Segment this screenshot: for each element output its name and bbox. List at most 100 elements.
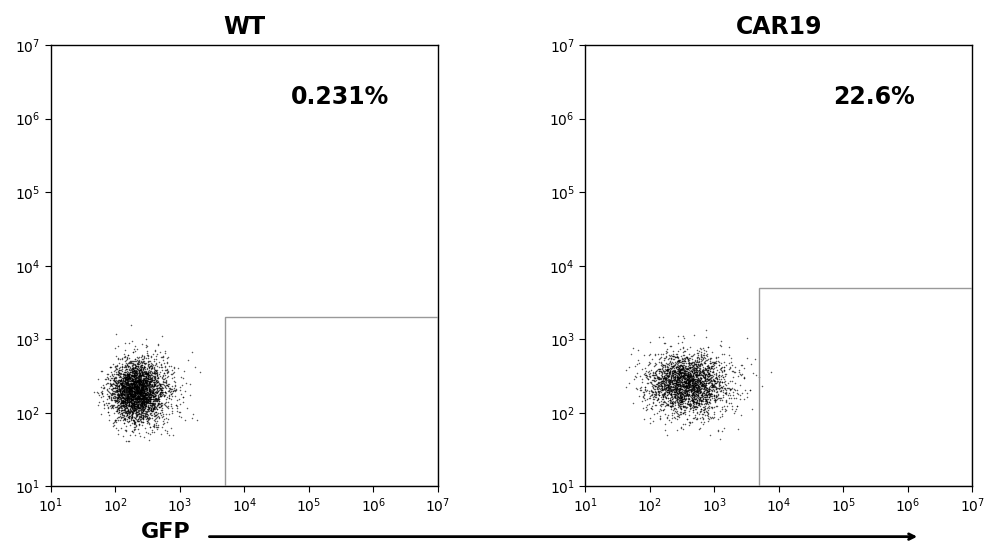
Point [134, 387, 150, 396]
Point [132, 389, 148, 397]
Point [111, 394, 127, 403]
Point [128, 409, 144, 418]
Point [711, 372, 727, 381]
Point [145, 404, 161, 413]
Point [114, 383, 130, 392]
Point [666, 366, 682, 375]
Point [687, 381, 703, 390]
Point [643, 366, 659, 375]
Point [684, 366, 700, 375]
Point [690, 391, 706, 400]
Point [675, 372, 691, 381]
Point [124, 386, 140, 395]
Point [120, 406, 136, 415]
Point [674, 364, 690, 373]
Point [693, 405, 709, 414]
Point [158, 378, 174, 387]
Point [672, 364, 688, 373]
Point [670, 331, 686, 340]
Point [130, 353, 146, 362]
Point [659, 385, 675, 394]
Point [136, 363, 152, 372]
Point [668, 387, 684, 396]
Point [650, 379, 666, 388]
Point [135, 386, 151, 395]
Point [110, 397, 126, 406]
Point [121, 384, 137, 393]
Point [140, 402, 156, 411]
Point [117, 395, 133, 404]
Point [662, 398, 678, 407]
Point [693, 373, 709, 382]
Point [114, 382, 130, 391]
Point [676, 387, 692, 396]
Point [679, 382, 695, 391]
Point [136, 379, 152, 388]
Point [712, 395, 728, 404]
Point [715, 386, 731, 395]
Point [702, 430, 718, 439]
Point [702, 376, 718, 385]
Point [154, 399, 170, 408]
Point [129, 396, 145, 405]
Point [655, 377, 671, 386]
Point [668, 352, 684, 361]
Point [124, 386, 140, 395]
Point [635, 388, 651, 397]
Point [120, 391, 136, 400]
Point [122, 393, 138, 402]
Point [691, 383, 707, 392]
Point [108, 396, 124, 405]
Point [141, 383, 157, 392]
Point [129, 388, 145, 397]
Point [143, 381, 159, 390]
Point [692, 394, 708, 402]
Point [722, 385, 738, 394]
Point [722, 363, 738, 372]
Point [165, 431, 181, 440]
Point [677, 375, 693, 383]
Point [136, 392, 152, 401]
Point [144, 373, 160, 382]
Point [674, 397, 690, 406]
Point [141, 396, 157, 405]
Point [113, 368, 129, 377]
Point [119, 378, 135, 387]
Point [691, 376, 707, 385]
Point [146, 355, 162, 364]
Point [686, 377, 702, 386]
Point [122, 358, 138, 367]
Point [679, 386, 695, 395]
Point [121, 411, 137, 420]
Point [656, 378, 672, 387]
Point [679, 399, 695, 408]
Point [670, 381, 686, 390]
Point [144, 400, 160, 409]
Point [689, 379, 705, 388]
Point [117, 379, 133, 388]
Point [102, 363, 118, 372]
Point [658, 374, 674, 383]
Point [160, 366, 176, 375]
Point [152, 384, 168, 393]
Point [684, 378, 700, 387]
Point [149, 396, 165, 405]
Point [704, 361, 720, 370]
Point [673, 377, 689, 386]
Point [661, 370, 677, 379]
Point [672, 386, 688, 395]
Point [121, 395, 137, 404]
Point [123, 366, 139, 375]
Point [698, 364, 714, 373]
Point [142, 386, 158, 395]
Point [123, 397, 139, 406]
Point [125, 384, 141, 393]
Point [121, 384, 137, 393]
Point [722, 363, 738, 372]
Point [118, 390, 134, 399]
Point [152, 389, 168, 397]
Point [114, 379, 130, 388]
Point [688, 367, 704, 376]
Point [122, 404, 138, 413]
Point [117, 382, 133, 391]
